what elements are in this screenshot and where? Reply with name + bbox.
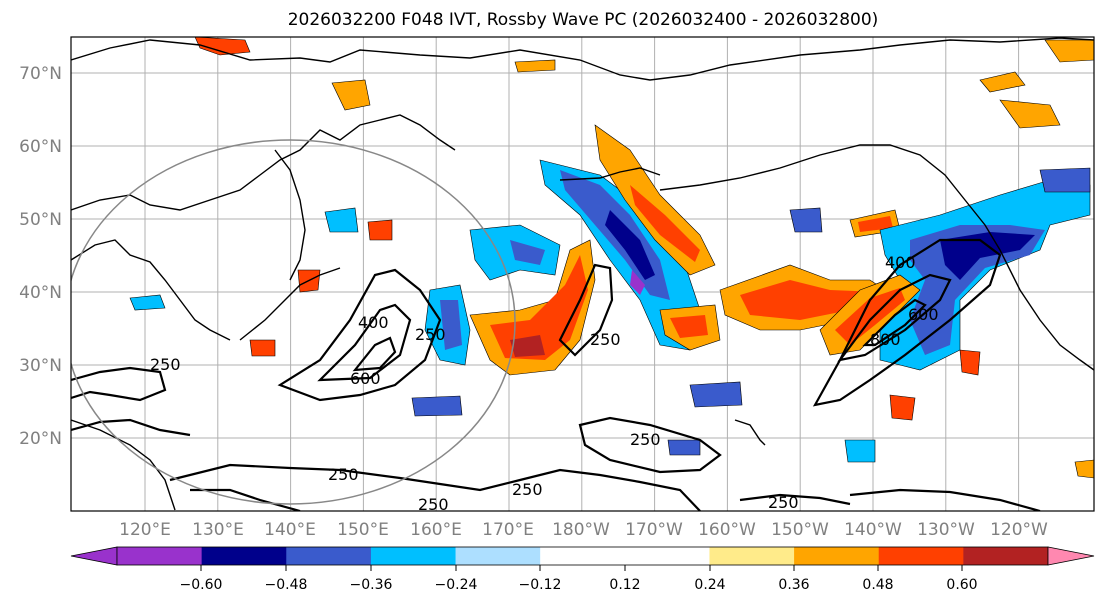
longitude-label: 170°E — [482, 520, 534, 540]
negative-anomaly-blob — [1039, 167, 1091, 193]
contour-label: 250 — [328, 465, 359, 484]
negative-anomaly-blob — [844, 439, 876, 463]
longitude-label: 130°W — [917, 520, 975, 540]
longitude-label: 150°W — [771, 520, 829, 540]
negative-anomaly-blob — [630, 270, 645, 295]
colorbar-cell — [878, 547, 964, 565]
positive-anomaly-blob — [670, 315, 708, 338]
contour-label: 250 — [150, 355, 181, 374]
colorbar-cell — [540, 547, 626, 565]
colorbar-cell — [794, 547, 880, 565]
colorbar-tick-label: −0.12 — [519, 577, 562, 593]
latitude-label: 30°N — [19, 356, 62, 376]
projection-circle — [71, 139, 516, 505]
longitude-label: 160°E — [410, 520, 462, 540]
colorbar-tick-label: 0.12 — [609, 577, 640, 593]
colorbar-tick-label: 0.60 — [946, 577, 977, 593]
colorbar: −0.60 −0.48 −0.36 −0.24 −0.12 0.12 0.24 0.36 0.4… — [70, 546, 1095, 593]
colorbar-cell — [709, 547, 795, 565]
latitude-label: 40°N — [19, 283, 62, 303]
map-panel: 250 250 400 600 250 250 250 250 250 250 … — [19, 36, 1095, 540]
positive-anomaly-blob — [514, 59, 556, 73]
positive-anomaly-blob — [999, 99, 1061, 129]
colorbar-cell — [201, 547, 287, 565]
coastlines — [71, 37, 1094, 511]
contour-label: 250 — [512, 480, 543, 499]
latitude-labels: 70°N 60°N 50°N 40°N 30°N 20°N — [19, 64, 62, 449]
colorbar-extend-right — [1047, 546, 1095, 566]
contour-label: 400 — [358, 313, 389, 332]
contour-label: 600 — [908, 305, 939, 324]
longitude-label: 120°E — [119, 520, 171, 540]
positive-anomaly-blob — [194, 37, 251, 56]
colorbar-cell — [370, 547, 457, 565]
colorbar-tick-label: −0.60 — [180, 577, 223, 593]
longitude-label: 120°W — [990, 520, 1048, 540]
colorbar-tick-label: −0.48 — [265, 577, 308, 593]
positive-anomaly-blob — [367, 219, 393, 241]
longitude-label: 140°E — [264, 520, 316, 540]
positive-anomaly-blob — [249, 339, 276, 357]
negative-anomaly-blob — [667, 439, 701, 456]
longitude-label: 150°E — [337, 520, 389, 540]
longitude-label: 180°W — [552, 520, 610, 540]
contour-label: 250 — [418, 495, 449, 514]
latitude-label: 50°N — [19, 210, 62, 230]
contour-label: 250 — [415, 325, 446, 344]
positive-anomaly-blob — [959, 349, 981, 376]
positive-anomaly-blob — [1044, 39, 1094, 63]
colorbar-tick-label: −0.36 — [350, 577, 393, 593]
positive-anomaly-blob — [858, 216, 893, 232]
negative-anomaly-blob — [411, 395, 463, 417]
negative-anomaly-blob — [689, 381, 743, 408]
colorbar-tick-label: 0.48 — [862, 577, 893, 593]
positive-anomaly-blob — [331, 79, 371, 111]
negative-anomaly-blob — [129, 294, 166, 311]
colorbar-tick-label: 0.36 — [778, 577, 809, 593]
longitude-label: 160°W — [698, 520, 756, 540]
colorbar-cell — [624, 547, 710, 565]
contour-label: 400 — [885, 253, 916, 272]
colorbar-cell — [117, 547, 203, 565]
colorbar-extend-left — [70, 546, 118, 566]
contour-label: 800 — [870, 330, 901, 349]
map-frame — [70, 36, 1095, 512]
colorbar-cell — [286, 547, 372, 565]
positive-anomaly-blob — [1074, 459, 1094, 479]
positive-anomaly-blob — [889, 394, 916, 421]
negative-anomaly-blob — [940, 232, 1035, 280]
contour-label: 250 — [590, 330, 621, 349]
latitude-label: 60°N — [19, 137, 62, 157]
figure-title: 2026032200 F048 IVT, Rossby Wave PC (202… — [288, 10, 879, 30]
contour-label: 250 — [630, 430, 661, 449]
longitude-label: 130°E — [192, 520, 244, 540]
ivt-contours — [71, 238, 1041, 511]
positive-anomaly-blob — [510, 335, 545, 357]
pc-anomaly-fields — [129, 37, 1094, 479]
negative-anomaly-blob — [605, 210, 655, 280]
negative-anomaly-blob — [324, 207, 359, 233]
longitude-label: 140°W — [844, 520, 902, 540]
latitude-label: 70°N — [19, 64, 62, 84]
colorbar-tick-label: −0.24 — [435, 577, 478, 593]
contour-labels: 250 250 400 600 250 250 250 250 250 250 … — [150, 253, 939, 514]
negative-anomaly-blob — [440, 300, 462, 350]
contour-label: 600 — [350, 369, 381, 388]
colorbar-cell — [963, 547, 1049, 565]
colorbar-tick-label: 0.24 — [694, 577, 725, 593]
longitude-labels: 120°E 130°E 140°E 150°E 160°E 170°E 180°… — [119, 520, 1048, 540]
longitude-label: 170°W — [625, 520, 683, 540]
latitude-label: 20°N — [19, 429, 62, 449]
colorbar-cell — [455, 547, 541, 565]
contour-label: 250 — [768, 493, 799, 512]
positive-anomaly-blob — [630, 185, 700, 262]
negative-anomaly-blob — [789, 207, 823, 233]
negative-anomaly-blob — [510, 240, 545, 265]
positive-anomaly-blob — [979, 71, 1026, 93]
